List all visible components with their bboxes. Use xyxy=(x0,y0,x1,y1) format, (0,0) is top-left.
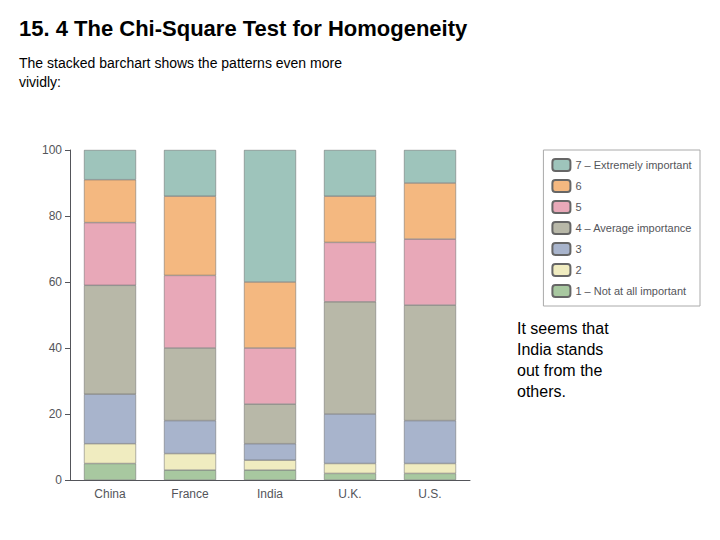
svg-text:others.: others. xyxy=(517,383,566,400)
svg-text:India stands: India stands xyxy=(517,341,603,358)
svg-text:40: 40 xyxy=(49,341,63,355)
svg-text:15. 4 The Chi-Square Test for: 15. 4 The Chi-Square Test for Homogeneit… xyxy=(19,16,468,41)
svg-text:60: 60 xyxy=(49,275,63,289)
svg-text:4 – Average importance: 4 – Average importance xyxy=(575,222,691,234)
svg-text:0: 0 xyxy=(55,473,62,487)
svg-text:3: 3 xyxy=(575,243,581,255)
svg-text:vividly:: vividly: xyxy=(19,74,61,90)
svg-text:20: 20 xyxy=(49,407,63,421)
svg-text:5: 5 xyxy=(575,201,581,213)
svg-text:U.K.: U.K. xyxy=(338,487,361,501)
svg-text:India: India xyxy=(257,487,283,501)
svg-text:The stacked barchart shows the: The stacked barchart shows the patterns … xyxy=(19,55,342,71)
svg-text:2: 2 xyxy=(575,264,581,276)
svg-text:1 – Not at all important: 1 – Not at all important xyxy=(575,285,686,297)
svg-text:China: China xyxy=(94,487,126,501)
svg-text:It seems that: It seems that xyxy=(517,320,609,337)
svg-text:France: France xyxy=(171,487,209,501)
svg-text:100: 100 xyxy=(42,143,62,157)
svg-text:7 – Extremely important: 7 – Extremely important xyxy=(575,159,691,171)
svg-text:80: 80 xyxy=(49,209,63,223)
svg-text:U.S.: U.S. xyxy=(418,487,441,501)
svg-text:out from the: out from the xyxy=(517,362,602,379)
svg-text:6: 6 xyxy=(575,180,581,192)
